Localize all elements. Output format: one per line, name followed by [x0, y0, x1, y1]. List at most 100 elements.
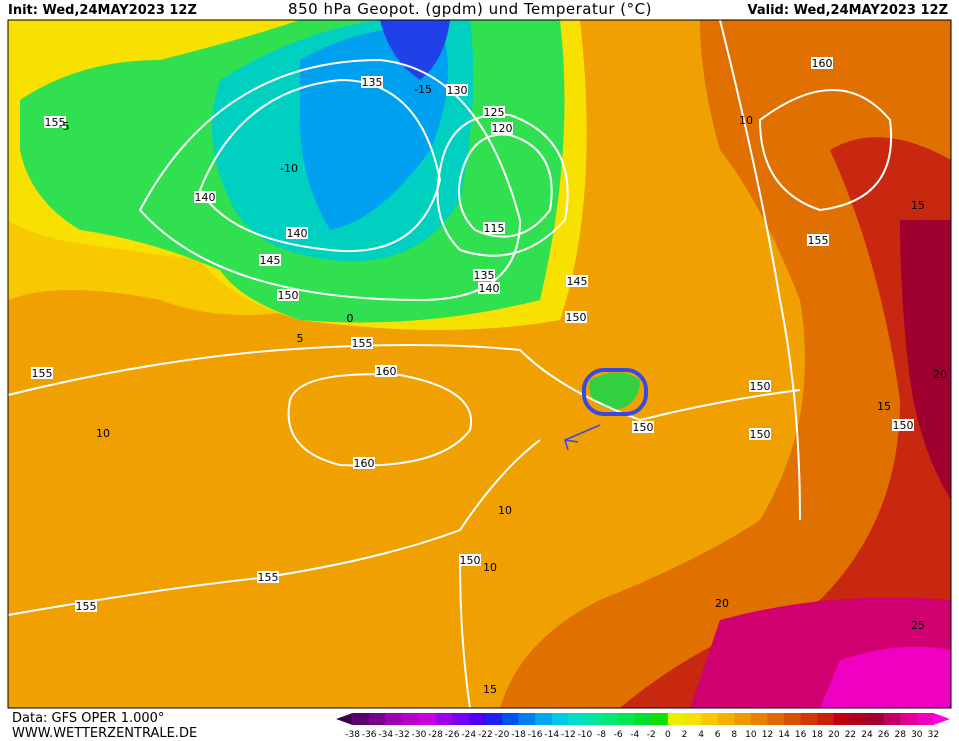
temperature-label: 10 [483, 561, 497, 574]
colorbar-segment [717, 713, 735, 725]
geopotential-label: 160 [812, 57, 833, 70]
field-orange-east [500, 20, 951, 708]
geopotential-label: 155 [45, 116, 66, 129]
contour-line [198, 78, 442, 253]
colorbar-segment [485, 713, 503, 725]
geopotential-label: 150 [750, 428, 771, 441]
label-bg [491, 122, 513, 134]
label-bg [749, 428, 771, 440]
geopotential-label: 140 [195, 191, 216, 204]
colorbar-label: 18 [812, 730, 824, 740]
label-bg [194, 191, 216, 203]
geopotential-contours [7, 19, 893, 709]
colorbar-segment [468, 713, 486, 725]
colorbar-segment [435, 713, 453, 725]
map-title: 850 hPa Geopot. (gpdm) und Temperatur (°… [288, 0, 652, 18]
colorbar-label: -38 [345, 730, 360, 740]
map-border [7, 19, 952, 709]
colorbar-segment [817, 713, 835, 725]
website: WWW.WETTERZENTRALE.DE [12, 726, 197, 741]
contour-line [138, 58, 522, 302]
colorbar-segment [916, 713, 934, 725]
label-bg [44, 116, 66, 128]
colorbar: -38 -36 -34 -32 -30 -28 -26 -24 -22 -20 -18 -16 -14-… [336, 713, 950, 740]
colorbar-label: 0 [665, 730, 671, 740]
colorbar-segment [800, 713, 818, 725]
colorbar-arrow [336, 713, 353, 725]
temperature-label: 10 [96, 427, 110, 440]
colorbar-label: 12 [762, 730, 773, 740]
temperature-label: -10 [280, 162, 298, 175]
colorbar-label: -10 [578, 730, 593, 740]
colorbar-label: -32 [395, 730, 410, 740]
colorbar-segment [618, 713, 636, 725]
geopotential-label: 130 [447, 84, 468, 97]
label-bg [277, 289, 299, 301]
label-bg [566, 275, 588, 287]
colorbar-label: 32 [928, 730, 939, 740]
temperature-label: 15 [911, 199, 925, 212]
colorbar-segment [651, 713, 669, 725]
temperature-label: 10 [739, 114, 753, 127]
label-bg [632, 421, 654, 433]
colorbar-label: 10 [745, 730, 757, 740]
data-source: Data: GFS OPER 1.000° [12, 711, 164, 726]
valid-label: Valid: Wed,24MAY2023 12Z [748, 3, 948, 18]
colorbar-label: 6 [715, 730, 721, 740]
colorbar-segment [535, 713, 553, 725]
map-area [7, 19, 952, 709]
geopotential-label: 135 [362, 76, 383, 89]
geopotential-label: 140 [287, 227, 308, 240]
contour-line [758, 89, 893, 212]
colorbar-label: 4 [698, 730, 704, 740]
geopotential-label: 150 [633, 421, 654, 434]
label-bg [375, 365, 397, 377]
colorbar-label: 28 [894, 730, 906, 740]
field-blue [300, 25, 448, 230]
colorbar-segment [701, 713, 719, 725]
temperature-label: -15 [414, 83, 432, 96]
label-bg [473, 269, 495, 281]
colorbar-label: -14 [544, 730, 559, 740]
field-red [620, 137, 951, 709]
label-bg [446, 84, 468, 96]
temperature-label: -5 [59, 120, 70, 133]
colorbar-segment [402, 713, 420, 725]
annotation-circle [582, 368, 648, 416]
temperature-label: 25 [911, 619, 925, 632]
colorbar-label: 2 [682, 730, 688, 740]
colorbar-segment [883, 713, 901, 725]
contour-line [7, 439, 541, 616]
colorbar-label: -12 [561, 730, 576, 740]
label-bg [361, 76, 383, 88]
label-bg [459, 554, 481, 566]
colorbar-segment [501, 713, 520, 725]
geopotential-label: 155 [76, 600, 97, 613]
colorbar-segment [734, 713, 752, 725]
geopotential-label: 160 [354, 457, 375, 470]
colorbar-label: -36 [362, 730, 377, 740]
colorbar-label: 30 [911, 730, 923, 740]
colorbar-segment [900, 713, 918, 725]
geopotential-label: 150 [566, 311, 587, 324]
colorbar-segment [551, 713, 569, 725]
colorbar-segment [750, 713, 768, 725]
colorbar-segment [601, 713, 619, 725]
temperature-label: 20 [715, 597, 729, 610]
geopotential-label: 155 [808, 234, 829, 247]
colorbar-label: -18 [511, 730, 526, 740]
annotation-arrow [564, 424, 601, 451]
colorbar-label: -4 [630, 730, 639, 740]
colorbar-label: -16 [528, 730, 543, 740]
label-bg [257, 571, 279, 583]
geopotential-label: 115 [484, 222, 505, 235]
geopotential-label: 155 [258, 571, 279, 584]
geopotential-label: 140 [479, 282, 500, 295]
label-bg [351, 337, 373, 349]
colorbar-segment [784, 713, 802, 725]
label-bg [811, 57, 833, 69]
geopotential-label: 150 [278, 289, 299, 302]
label-bg [807, 234, 829, 246]
